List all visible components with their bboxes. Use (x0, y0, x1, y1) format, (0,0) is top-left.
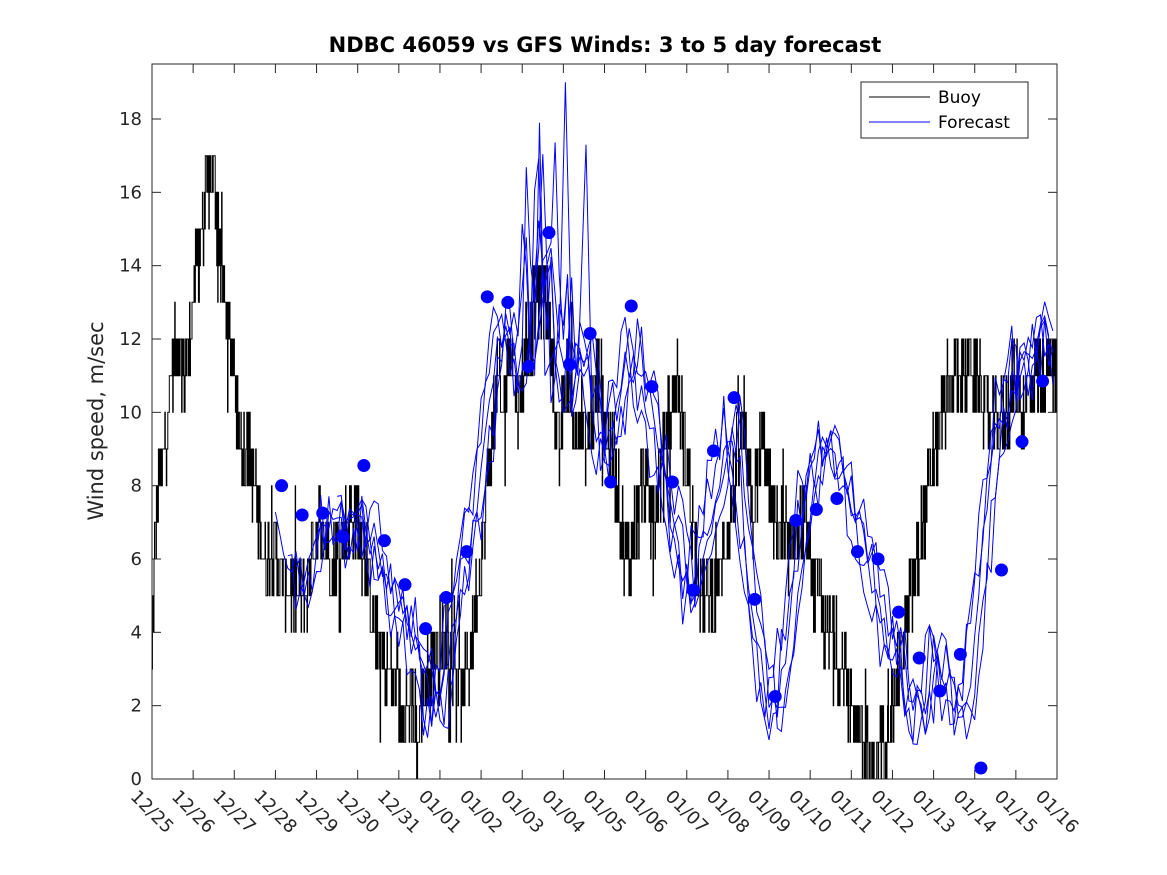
y-axis: 0 2 4 6 8 10 12 14 16 18 (119, 109, 1057, 790)
forecast-marker (727, 391, 741, 405)
forecast-marker (480, 290, 494, 304)
forecast-marker (665, 475, 679, 489)
forecast-line (295, 237, 1050, 740)
forecast-marker (974, 761, 988, 775)
forecast-line-spikes (534, 82, 593, 413)
forecast-marker (1036, 374, 1050, 388)
forecast-marker (789, 514, 803, 527)
forecast-marker (830, 492, 844, 505)
y-tick-label: 12 (119, 329, 142, 350)
forecast-marker (583, 327, 597, 340)
y-tick-label: 2 (131, 696, 142, 717)
forecast-marker (871, 552, 885, 566)
forecast-marker (357, 459, 371, 472)
y-tick-label: 0 (131, 769, 142, 790)
forecast-marker (521, 360, 535, 373)
y-tick-label: 14 (119, 256, 142, 277)
forecast-marker (295, 508, 309, 522)
forecast-marker (1015, 435, 1029, 449)
legend-buoy-label: Buoy (938, 88, 981, 108)
chart-title: NDBC 46059 vs GFS Winds: 3 to 5 day fore… (329, 33, 882, 57)
forecast-marker (748, 592, 762, 606)
y-tick-label: 8 (131, 476, 142, 497)
y-tick-label: 16 (119, 182, 142, 203)
forecast-line (287, 220, 1054, 745)
forecast-marker (645, 380, 659, 394)
forecast-marker (563, 358, 577, 372)
y-tick-label: 6 (131, 549, 142, 570)
forecast-series (274, 82, 1054, 745)
forecast-line (336, 142, 1054, 733)
forecast-marker (994, 563, 1008, 577)
forecast-line (316, 154, 1054, 742)
forecast-marker (686, 583, 700, 597)
forecast-marker (912, 651, 926, 665)
forecast-marker (768, 690, 782, 703)
forecast-marker (892, 605, 906, 619)
forecast-marker (419, 622, 433, 636)
forecast-marker (275, 479, 289, 493)
forecast-marker (460, 545, 474, 559)
forecast-marker (624, 299, 638, 313)
forecast-marker (604, 475, 618, 489)
forecast-marker (439, 591, 453, 604)
legend: Buoy Forecast (860, 81, 1029, 139)
y-axis-label: Wind speed, m/sec (84, 321, 108, 520)
forecast-marker (316, 506, 330, 520)
forecast-marker (336, 530, 350, 544)
forecast-marker (398, 578, 412, 592)
forecast-marker (707, 444, 721, 458)
forecast-markers (275, 226, 1050, 775)
forecast-marker (953, 647, 967, 661)
forecast-marker (542, 226, 556, 240)
legend-box (860, 81, 1029, 139)
forecast-marker (501, 295, 515, 309)
forecast-marker (809, 503, 823, 516)
y-tick-label: 18 (119, 109, 142, 130)
y-tick-label: 10 (119, 402, 142, 423)
forecast-marker (377, 534, 391, 548)
legend-forecast-label: Forecast (938, 113, 1010, 133)
forecast-marker (933, 684, 947, 698)
forecast-marker (850, 545, 864, 559)
y-tick-label: 4 (131, 622, 142, 643)
